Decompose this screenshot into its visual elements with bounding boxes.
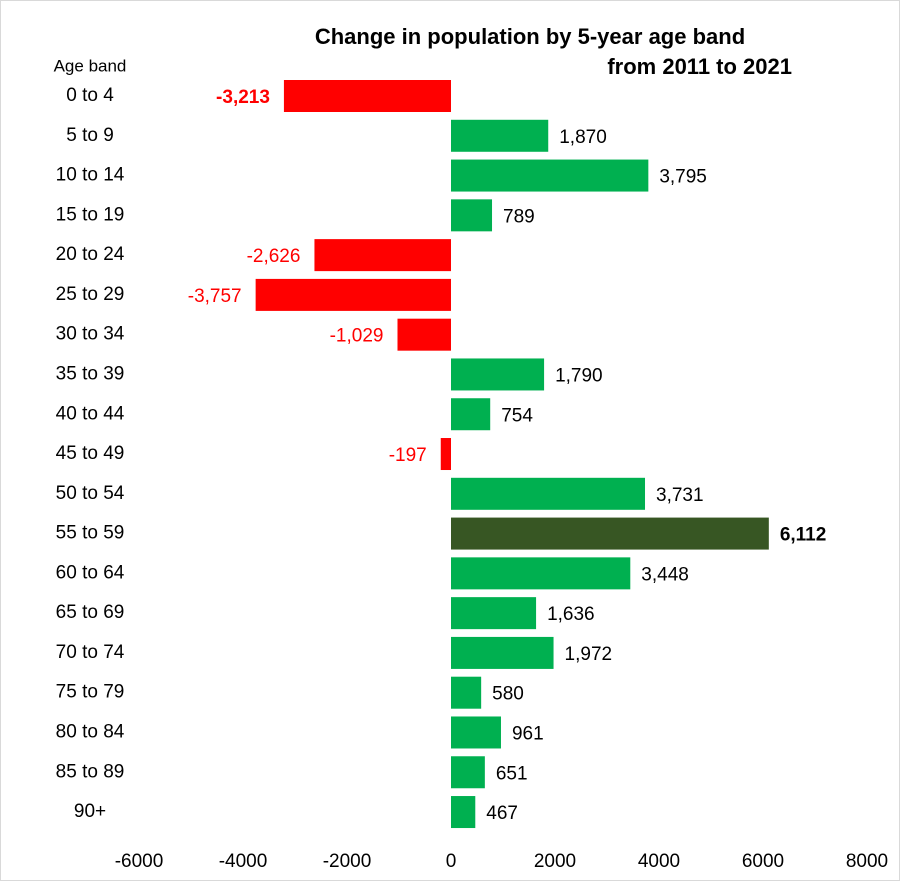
bar	[451, 477, 646, 510]
y-tick-label: 50 to 54	[56, 483, 125, 504]
bar	[451, 557, 631, 590]
x-tick-label: -2000	[323, 851, 372, 872]
y-tick-label: 15 to 19	[56, 204, 125, 225]
bar	[451, 716, 501, 749]
bar	[451, 159, 649, 192]
chart-title: Change in population by 5-year age band	[315, 24, 745, 49]
data-label: -2,626	[247, 246, 301, 267]
y-tick-label: 25 to 29	[56, 284, 125, 305]
data-label: 789	[503, 206, 535, 227]
bar	[451, 517, 769, 550]
data-label: -1,029	[330, 326, 384, 347]
y-tick-label: 70 to 74	[56, 642, 125, 663]
y-tick-label: 80 to 84	[56, 721, 125, 742]
data-label: 3,448	[641, 564, 689, 585]
bar	[451, 636, 554, 669]
y-tick-label: 90+	[74, 801, 106, 822]
bar	[255, 278, 451, 311]
y-tick-label: 10 to 14	[56, 165, 125, 186]
data-label: 1,870	[559, 127, 607, 148]
x-tick-label: 2000	[534, 851, 576, 872]
y-tick-label: 20 to 24	[56, 244, 125, 265]
data-label: 1,636	[547, 604, 595, 625]
bar	[397, 318, 451, 351]
bar	[451, 676, 482, 709]
x-tick-label: -4000	[219, 851, 268, 872]
x-tick-label: 4000	[638, 851, 680, 872]
data-label: -3,757	[188, 286, 242, 307]
data-label: 961	[512, 723, 544, 744]
bar	[451, 398, 491, 431]
y-tick-label: 55 to 59	[56, 523, 125, 544]
data-label: 651	[496, 763, 528, 784]
y-tick-label: 85 to 89	[56, 761, 125, 782]
data-label: 1,790	[555, 365, 603, 386]
y-axis-label: Age band	[54, 56, 127, 75]
bar	[314, 239, 451, 272]
bar	[440, 438, 451, 471]
y-tick-label: 40 to 44	[56, 403, 125, 424]
data-label: 6,112	[780, 525, 827, 546]
data-label: -3,213	[216, 87, 270, 108]
y-tick-label: 75 to 79	[56, 682, 125, 703]
x-tick-label: -6000	[115, 851, 164, 872]
data-label: 754	[501, 405, 533, 426]
data-label: 3,731	[656, 485, 704, 506]
y-tick-label: 45 to 49	[56, 443, 125, 464]
data-label: 3,795	[659, 167, 707, 188]
y-tick-label: 35 to 39	[56, 363, 125, 384]
x-tick-label: 8000	[846, 851, 888, 872]
data-label: 1,972	[565, 644, 613, 665]
y-tick-label: 60 to 64	[56, 562, 125, 583]
data-label: 580	[492, 684, 524, 705]
bar	[451, 199, 493, 232]
bar	[451, 597, 537, 630]
bar	[451, 756, 485, 789]
chart-title: from 2011 to 2021	[607, 54, 792, 79]
data-label: 467	[486, 803, 518, 824]
bar	[451, 358, 545, 391]
bar	[451, 119, 549, 152]
y-tick-label: 65 to 69	[56, 602, 125, 623]
bar	[451, 796, 476, 829]
data-label: -197	[389, 445, 427, 466]
y-tick-label: 5 to 9	[66, 125, 114, 146]
x-tick-label: 6000	[742, 851, 784, 872]
y-tick-label: 30 to 34	[56, 324, 125, 345]
y-tick-label: 0 to 4	[66, 85, 114, 106]
bar	[283, 80, 451, 112]
x-tick-label: 0	[446, 851, 457, 872]
